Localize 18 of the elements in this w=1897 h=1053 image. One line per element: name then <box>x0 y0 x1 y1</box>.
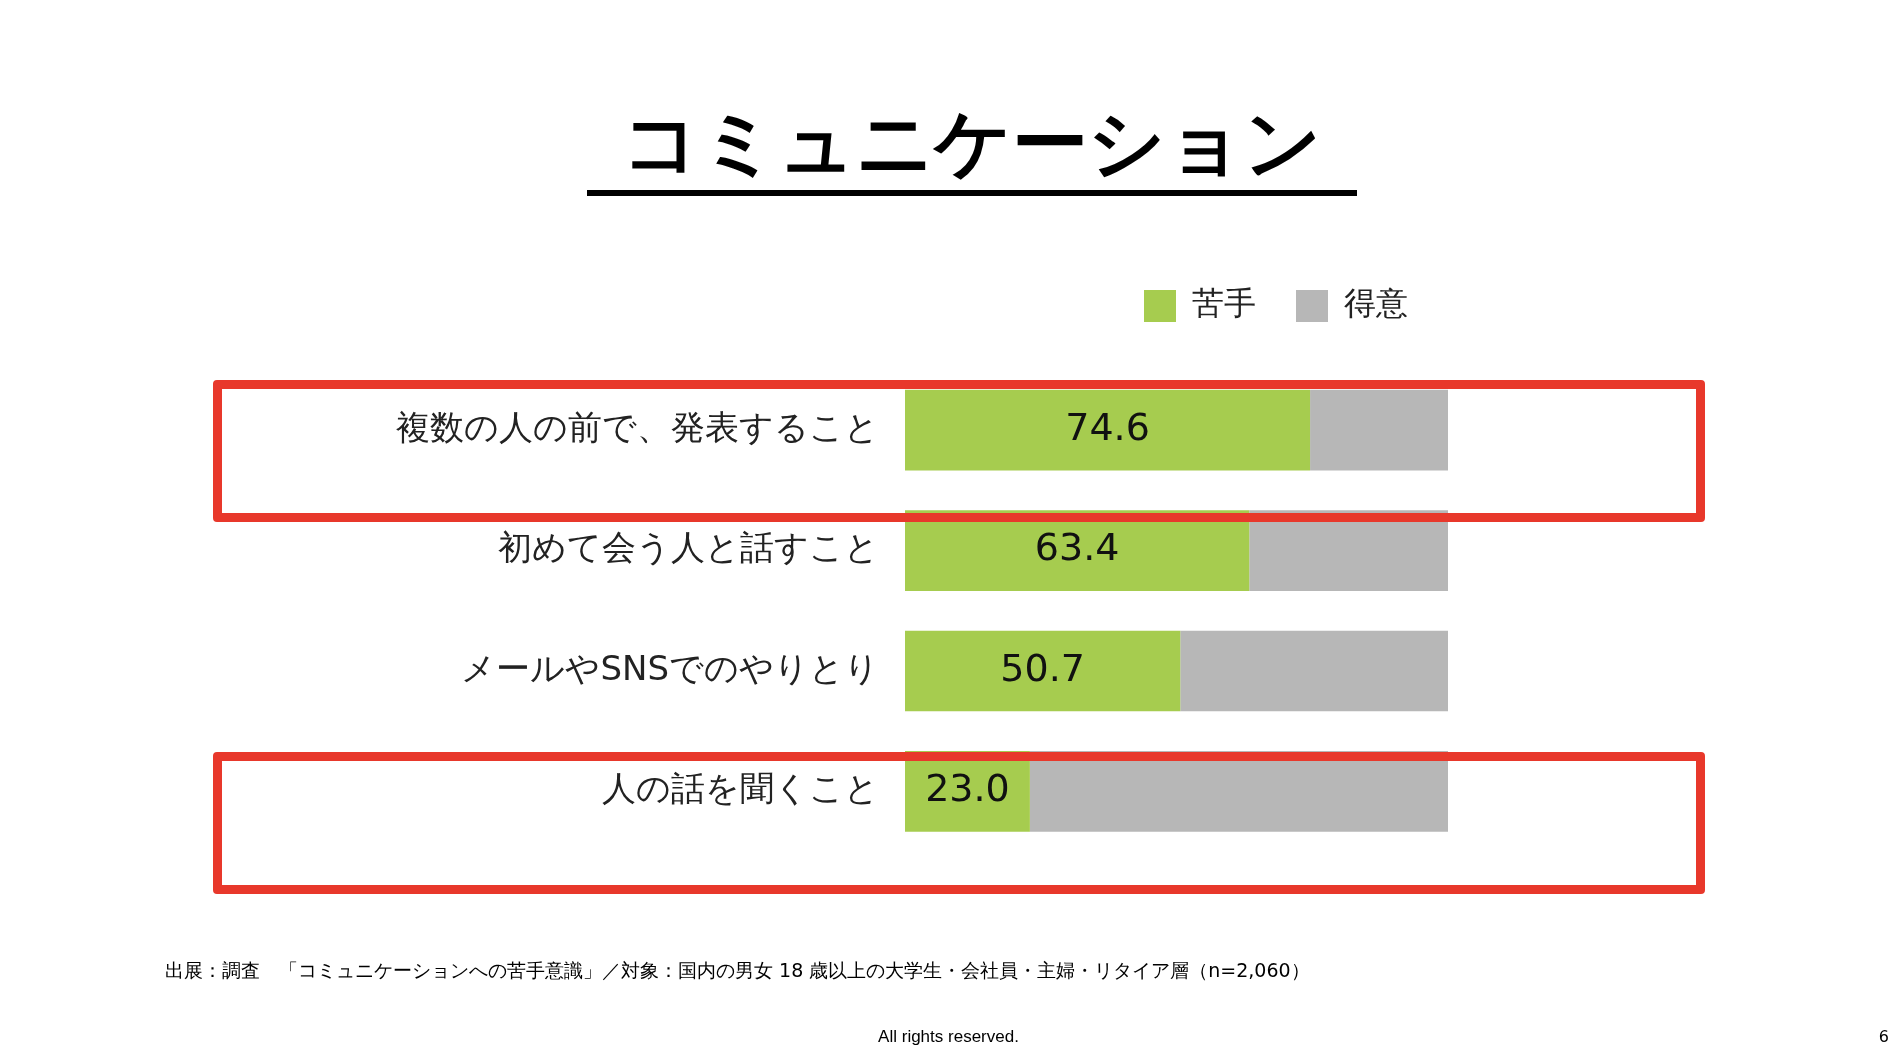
text: 6 <box>1878 1027 1889 1046</box>
text: All rights reserved. <box>878 1027 1019 1046</box>
bar <box>905 389 1311 471</box>
legend-label: 苦手 <box>1192 284 1256 323</box>
bar <box>1310 389 1448 471</box>
y-tick-label: 複数の人の前で、発表すること <box>396 407 879 448</box>
bar <box>1180 630 1448 712</box>
bar <box>905 630 1181 712</box>
y-tick-label: 初めて会う人と話すこと <box>498 527 879 568</box>
text: 出展：調査 「コミュニケーションへの苦手意識」／対象：国内の男女 18 歳以上の大学生・会社員・主婦・リタイア層（n=2,060） <box>165 958 1310 983</box>
data-label: 74.6 <box>1065 405 1150 450</box>
data-label: 50.7 <box>1000 645 1085 690</box>
data-label: 63.4 <box>1034 525 1120 570</box>
data-label: 23.0 <box>925 766 1010 811</box>
chart-title: コミュニケーション <box>621 97 1323 189</box>
y-tick-label: メールやSNSでのやりとり <box>461 647 879 688</box>
legend-label: 得意 <box>1344 284 1408 323</box>
y-tick-label: 人の話を聞くこと <box>602 768 879 809</box>
